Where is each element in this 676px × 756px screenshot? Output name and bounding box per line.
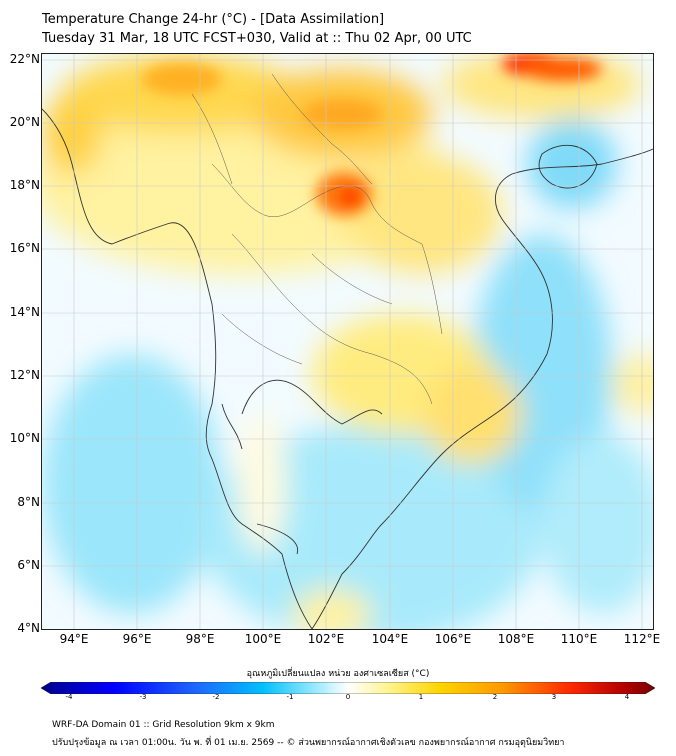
colorbar-tick: -3: [139, 693, 147, 701]
lon-label: 106°E: [434, 632, 472, 646]
colorbar-tick: 3: [551, 693, 557, 701]
hot-spots: [142, 54, 602, 216]
lat-label: 10°N: [9, 431, 40, 445]
lat-label: 8°N: [17, 495, 40, 509]
graticule: [42, 54, 653, 629]
temperature-field: [42, 54, 653, 629]
colorbar-tick: 4: [624, 693, 630, 701]
footer-credit: ปรับปรุงข้อมูล ณ เวลา 01:00น. วัน พ. ที่…: [52, 738, 565, 748]
lon-label: 112°E: [623, 632, 661, 646]
lon-label: 104°E: [371, 632, 409, 646]
temperature-change-map[interactable]: [41, 53, 654, 630]
lat-label: 14°N: [9, 305, 40, 319]
colorbar-tick: -2: [212, 693, 220, 701]
lon-label: 98°E: [185, 632, 215, 646]
colorbar-label: อุณหภูมิเปลี่ยนแปลง หน่วย องศาเซลเซียส (…: [246, 669, 430, 679]
lon-label: 96°E: [122, 632, 152, 646]
colorbar-tick: 2: [492, 693, 498, 701]
colorbar-tick: 0: [345, 693, 351, 701]
lat-label: 16°N: [9, 241, 40, 255]
lat-label: 18°N: [9, 178, 40, 192]
lat-label: 6°N: [17, 558, 40, 572]
lon-label: 94°E: [59, 632, 89, 646]
lat-label: 12°N: [9, 368, 40, 382]
lon-label: 102°E: [307, 632, 345, 646]
lon-label: 100°E: [244, 632, 282, 646]
lat-label: 20°N: [9, 115, 40, 129]
chart-subtitle: Tuesday 31 Mar, 18 UTC FCST+030, Valid a…: [42, 31, 472, 46]
footer-model-info: WRF-DA Domain 01 :: Grid Resolution 9km …: [52, 720, 275, 730]
colorbar-tick: 1: [418, 693, 424, 701]
chart-title: Temperature Change 24-hr (°C) - [Data As…: [42, 12, 385, 27]
colorbar-tick: -1: [286, 693, 294, 701]
lon-label: 108°E: [497, 632, 535, 646]
lon-label: 110°E: [560, 632, 598, 646]
lat-label: 4°N: [17, 621, 40, 635]
colorbar-tick: -4: [65, 693, 73, 701]
lat-label: 22°N: [9, 52, 40, 66]
